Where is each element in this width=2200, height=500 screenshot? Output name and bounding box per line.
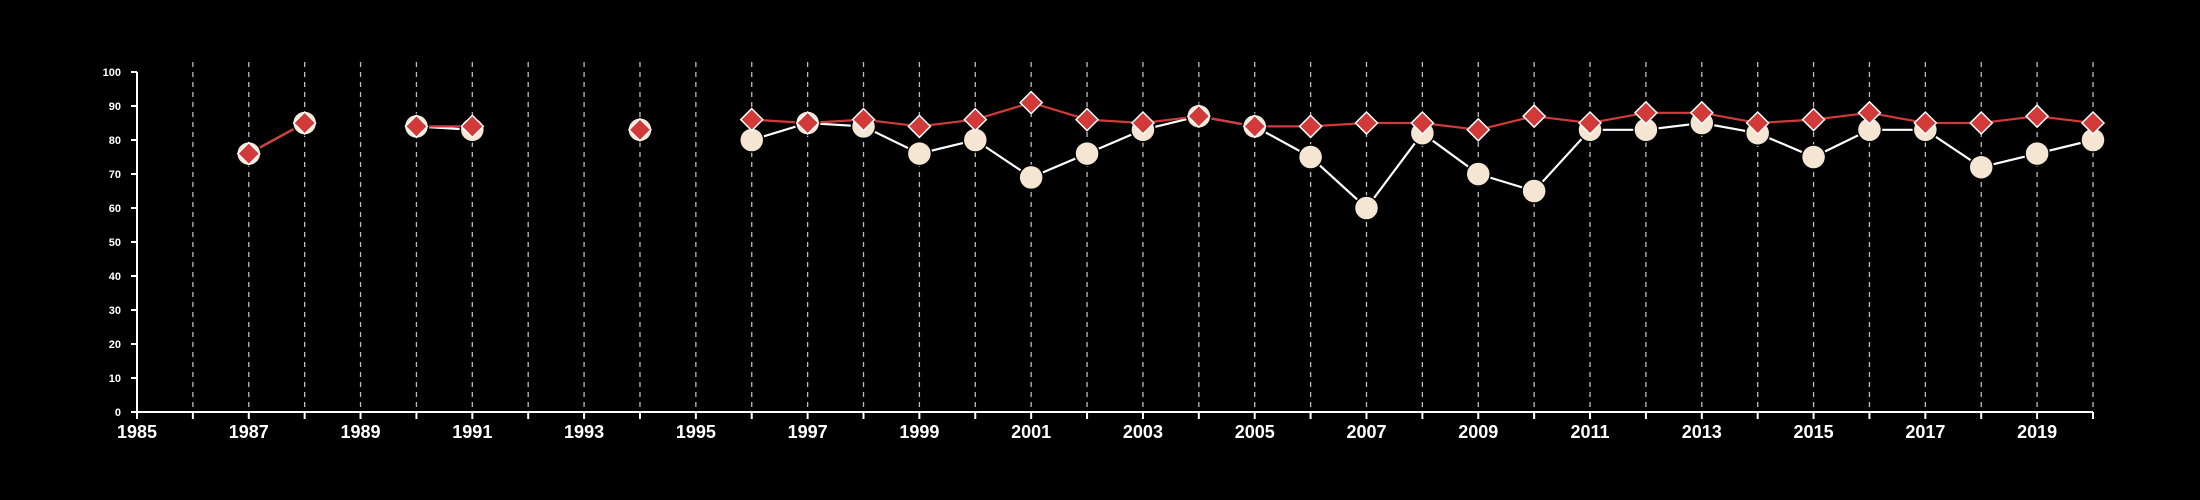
y-tick-label-50: 50 [109,237,121,249]
series-2-point-2004 [1186,104,1211,129]
y-tick-label-60: 60 [109,203,121,215]
series-2-point-2009 [1466,117,1491,142]
series-2-point-2008 [1410,110,1435,136]
series-markers [236,90,2106,221]
series-2-point-1999 [907,114,932,139]
x-tick-label-2011: 2011 [1570,422,1609,442]
series-2-point-2001 [1019,90,1044,115]
series-1-point-1999 [906,140,933,167]
series-2-point-2018 [1969,110,1994,136]
y-tick-label-0: 0 [115,407,121,419]
x-tick-label-1995: 1995 [676,422,716,442]
series-2-point-2003 [1130,110,1156,136]
x-tick-label-1999: 1999 [899,422,939,442]
series-2-point-1996 [739,107,764,132]
x-tick-label-1985: 1985 [117,422,157,442]
series-2-point-2014 [1745,110,1770,136]
series-2-point-2011 [1577,110,1603,136]
y-tick-label-90: 90 [109,101,121,113]
y-tick-label-70: 70 [109,169,121,181]
series-2-point-2005 [1242,114,1267,139]
x-tick-label-2015: 2015 [1794,422,1834,442]
series-2-point-1987 [236,141,261,166]
x-tick-label-2005: 2005 [1235,422,1275,442]
y-tick-label-20: 20 [109,339,121,351]
series-2-point-2015 [1801,107,1826,132]
series-2-point-2007 [1354,110,1379,136]
series-1-point-2018 [1968,154,1994,180]
y-tick-label-40: 40 [109,271,121,283]
series-2-point-2017 [1913,110,1938,136]
series-2-point-2000 [963,107,988,132]
y-tick-label-10: 10 [109,373,121,385]
x-tick-label-2003: 2003 [1123,422,1163,442]
x-tick-label-1997: 1997 [788,422,828,442]
x-tick-label-1987: 1987 [229,422,269,442]
y-tick-label-80: 80 [109,135,121,147]
series-1-point-2001 [1018,164,1044,191]
series-1-point-2010 [1521,178,1547,204]
series-1-point-2002 [1074,140,1100,167]
x-tick-label-2019: 2019 [2017,422,2057,442]
series-1-point-2015 [1800,144,1827,170]
series-2-point-2006 [1298,114,1323,139]
series-2-point-2012 [1633,100,1658,125]
series-2-point-2002 [1074,107,1100,132]
series-1-point-2007 [1353,195,1380,221]
series-1-point-2009 [1465,161,1492,187]
vertical-grid [192,62,2094,412]
x-tick-label-1993: 1993 [564,422,604,442]
series-1-point-2019 [2024,140,2050,167]
series-2-point-2013 [1689,100,1714,125]
series-2-point-2016 [1857,100,1882,125]
x-tick-label-2009: 2009 [1458,422,1498,442]
x-tick-label-1991: 1991 [452,422,492,442]
series-2-point-1997 [795,110,820,136]
x-tick-label-2017: 2017 [1905,422,1945,442]
series-2-point-2020 [2080,110,2106,136]
series-2-point-2019 [2025,104,2050,129]
series-2-point-1998 [851,107,876,132]
axes: 1985 1987 1989 1991 1993 1995 1997 1999 2001 2003… [103,67,2094,442]
series-2-point-1988 [292,110,317,136]
y-tick-label-30: 30 [109,305,121,317]
series-2-point-2010 [1522,104,1547,129]
y-tick-label-100: 100 [103,67,121,79]
x-tick-label-2013: 2013 [1682,422,1722,442]
series-2-point-1990 [404,114,429,139]
x-tick-label-2001: 2001 [1011,422,1051,442]
x-tick-label-2007: 2007 [1346,422,1386,442]
series-2-point-1991 [460,114,485,139]
series-1-point-2006 [1297,144,1324,170]
x-tick-label-1989: 1989 [341,422,381,442]
series-2-point-1994 [627,117,653,142]
